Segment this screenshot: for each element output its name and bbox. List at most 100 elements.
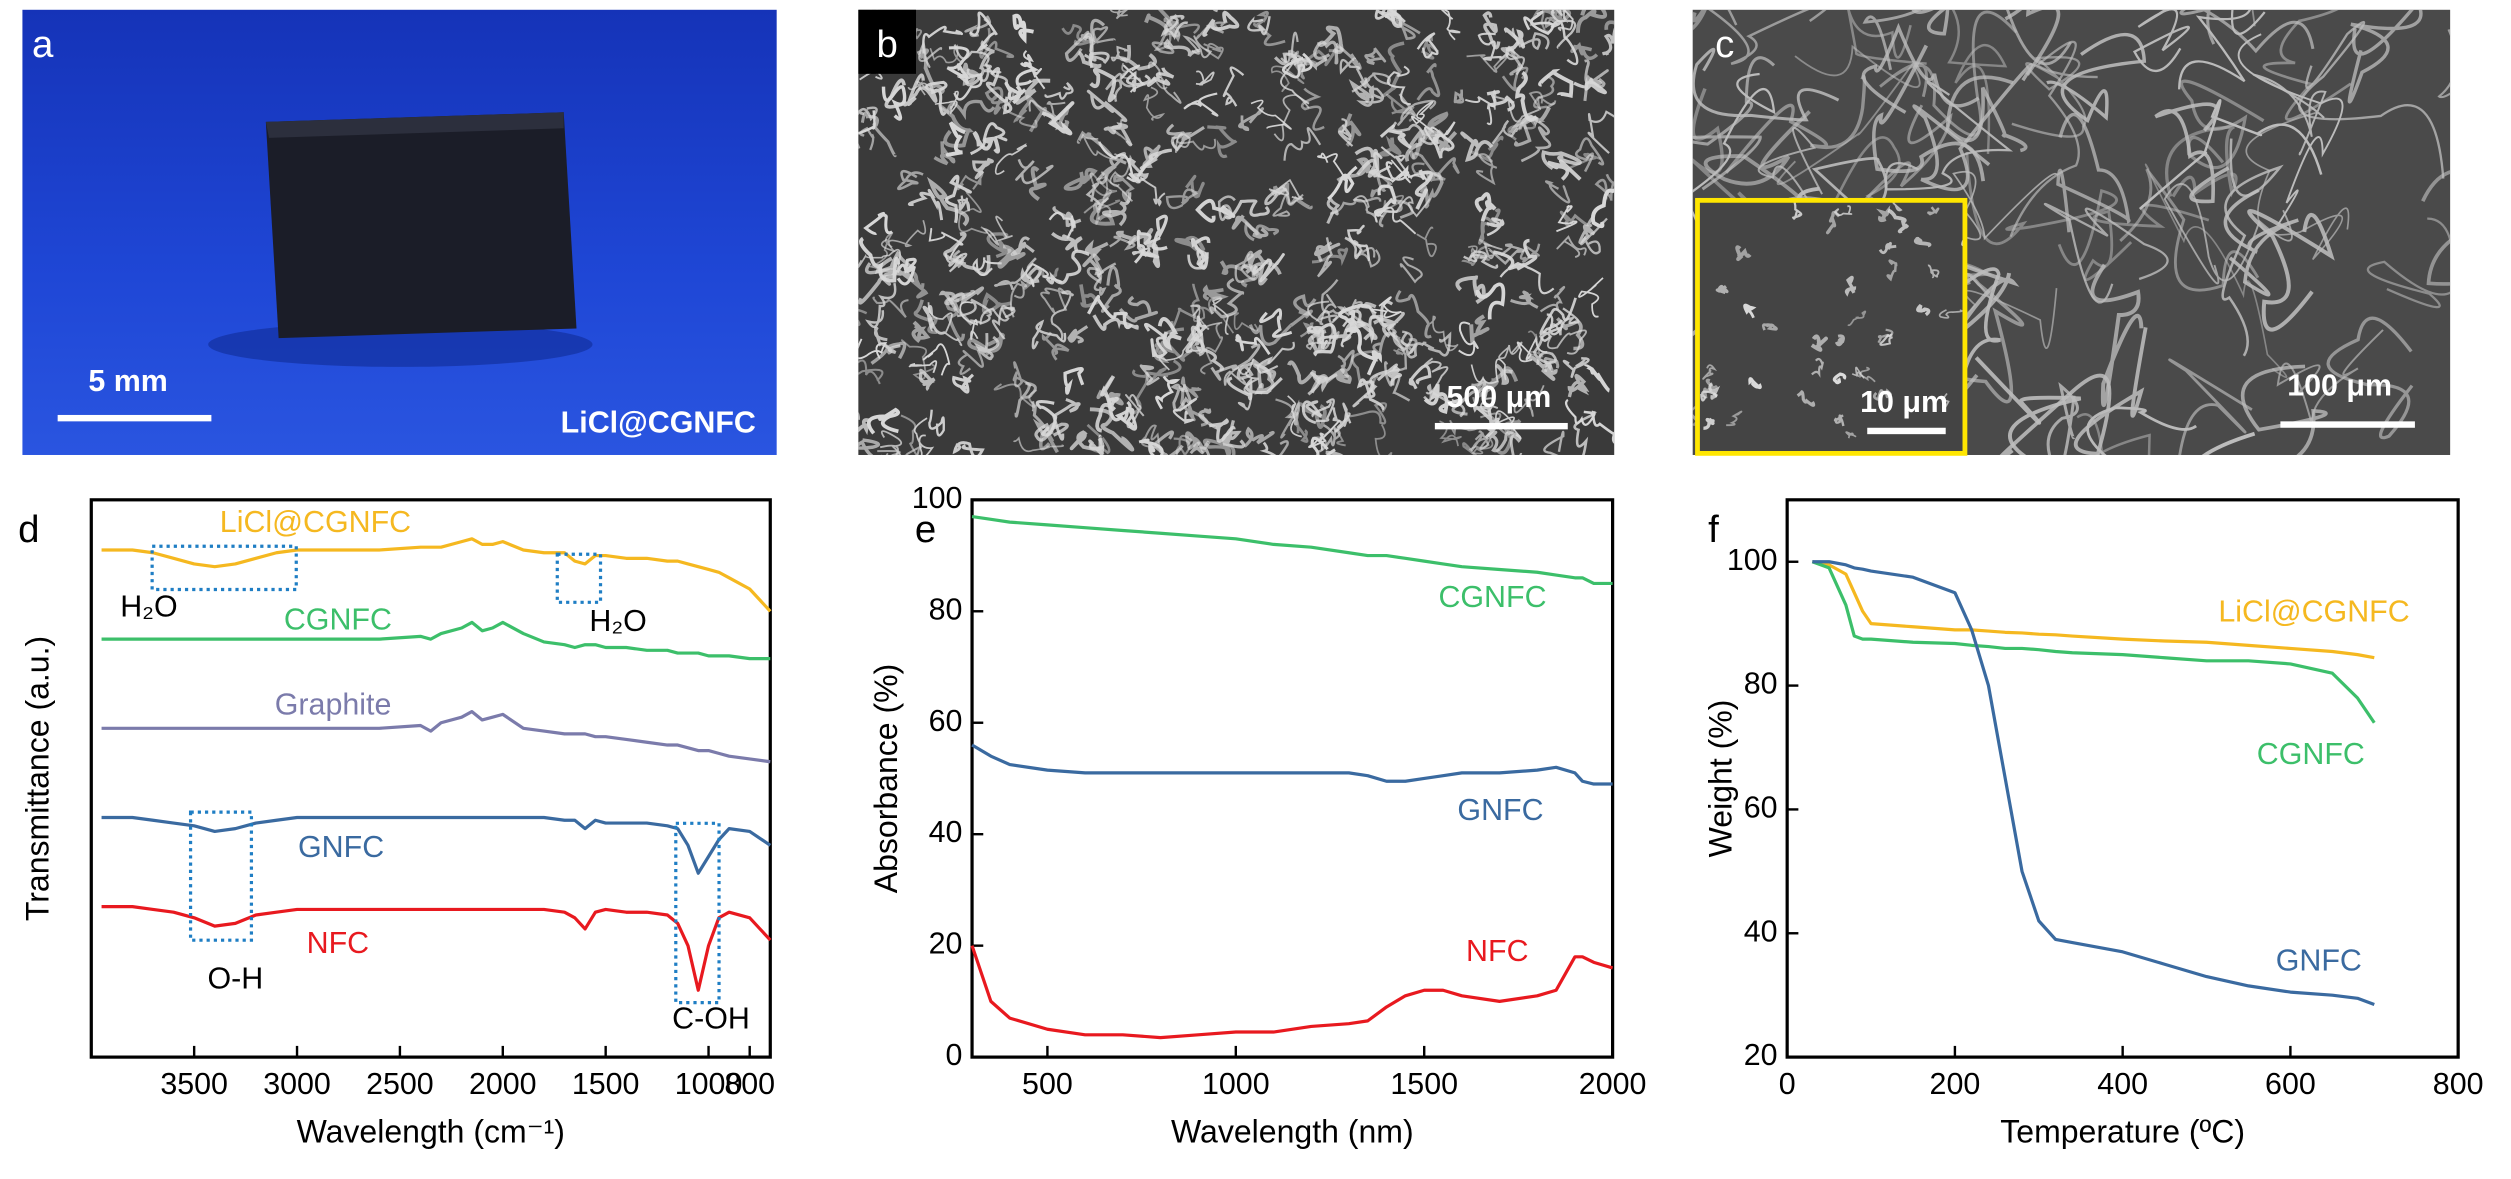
texture-stroke (1834, 334, 1845, 347)
x-tick-label: 200 (1930, 1067, 1981, 1101)
series-label: GNFC (298, 830, 384, 864)
texture-stroke (1348, 78, 1373, 103)
texture-stroke (1221, 419, 1246, 449)
texture-stroke (1083, 51, 1110, 69)
texture-stroke (858, 106, 878, 122)
texture-stroke (1475, 153, 1498, 186)
texture-stroke (1370, 296, 1402, 319)
scale-bar-label: 5 mm (88, 364, 167, 398)
x-tick-label: 2000 (469, 1067, 537, 1101)
texture-stroke (1028, 99, 1066, 121)
texture-stroke (952, 441, 985, 455)
texture-stroke (1186, 320, 1206, 357)
texture-stroke (1692, 72, 1776, 268)
texture-stroke (1151, 214, 1168, 251)
texture-stroke (969, 122, 1008, 156)
texture-stroke (1356, 77, 1384, 107)
texture-stroke (1601, 28, 1615, 56)
texture-stroke (922, 305, 946, 335)
texture-stroke (1344, 236, 1363, 260)
texture-stroke (1423, 357, 1449, 395)
texture-stroke (1345, 402, 1388, 425)
texture-stroke (964, 15, 992, 38)
texture-stroke (1386, 65, 1411, 106)
texture-stroke (1378, 135, 1402, 157)
texture-stroke (2437, 29, 2451, 99)
texture-stroke (1331, 299, 1363, 324)
texture-stroke (1146, 67, 1175, 87)
texture-stroke (918, 368, 936, 392)
texture-stroke (2154, 102, 2230, 204)
texture-stroke (858, 438, 882, 455)
texture-stroke (997, 244, 1026, 269)
texture-stroke (981, 292, 1012, 315)
texture-stroke (933, 141, 956, 166)
texture-stroke (1513, 114, 1539, 147)
texture-stroke (1231, 214, 1269, 239)
texture-stroke (1538, 68, 1574, 99)
texture-stroke (1133, 229, 1161, 264)
texture-stroke (1110, 45, 1131, 62)
texture-stroke (1351, 72, 1391, 93)
texture-stroke (1195, 21, 1229, 40)
x-tick-label: 0 (1779, 1067, 1796, 1101)
texture-stroke (1576, 9, 1608, 33)
texture-stroke (1498, 341, 1523, 360)
texture-stroke (939, 104, 975, 148)
texture-stroke (863, 211, 893, 236)
texture-stroke (2245, 111, 2350, 261)
inset-scale-bar (1867, 427, 1946, 435)
series-label: NFC (307, 926, 370, 960)
texture-stroke (1541, 150, 1582, 171)
texture-stroke (1034, 422, 1069, 442)
texture-stroke (1306, 325, 1339, 350)
y-tick-label: 80 (929, 592, 963, 626)
texture-stroke (1550, 19, 1579, 66)
texture-stroke (1523, 10, 1555, 36)
plot-frame (89, 498, 772, 1059)
inset-scale-bar-label: 10 μm (1860, 385, 1948, 419)
sem-texture (858, 9, 1615, 455)
texture-stroke (1307, 294, 1337, 326)
texture-stroke (2086, 406, 2198, 455)
texture-stroke (1399, 256, 1423, 284)
series-line (101, 815, 772, 875)
texture-stroke (1703, 378, 1718, 399)
texture-stroke (1224, 199, 1270, 220)
panel-label: f (1708, 508, 1719, 551)
texture-stroke (1210, 343, 1261, 381)
texture-stroke (1012, 13, 1034, 44)
texture-stroke (2163, 183, 2293, 285)
texture-stroke (1381, 9, 1397, 17)
texture-stroke (1416, 63, 1441, 101)
texture-stroke (1317, 152, 1346, 181)
y-tick-label: 60 (1744, 790, 1778, 824)
series-line (971, 743, 1613, 786)
texture-stroke (957, 349, 984, 375)
texture-stroke (1187, 249, 1209, 270)
texture-stroke (1287, 395, 1302, 438)
texture-stroke (1142, 86, 1166, 121)
series-label: Graphite (275, 687, 392, 721)
texture-stroke (1040, 287, 1069, 314)
annotation: H₂O (589, 604, 646, 638)
texture-stroke (1138, 438, 1164, 455)
inset-frame (1695, 197, 1968, 456)
texture-stroke (1311, 247, 1349, 266)
texture-stroke (884, 78, 917, 109)
texture-stroke (1470, 430, 1490, 452)
texture-stroke (1300, 87, 1325, 131)
x-tick-label: 3500 (160, 1067, 228, 1101)
texture-stroke (1222, 66, 1245, 107)
texture-stroke (1692, 9, 1707, 31)
texture-stroke (1226, 376, 1283, 401)
texture-stroke (1202, 284, 1229, 301)
texture-stroke (1165, 188, 1199, 210)
texture-stroke (1212, 297, 1229, 335)
annotation-box (188, 810, 254, 942)
x-axis-label: Wavelength (cm⁻¹) (297, 1113, 565, 1149)
texture-stroke (1283, 127, 1322, 161)
texture-stroke (1045, 249, 1090, 285)
texture-stroke (1845, 431, 1857, 439)
